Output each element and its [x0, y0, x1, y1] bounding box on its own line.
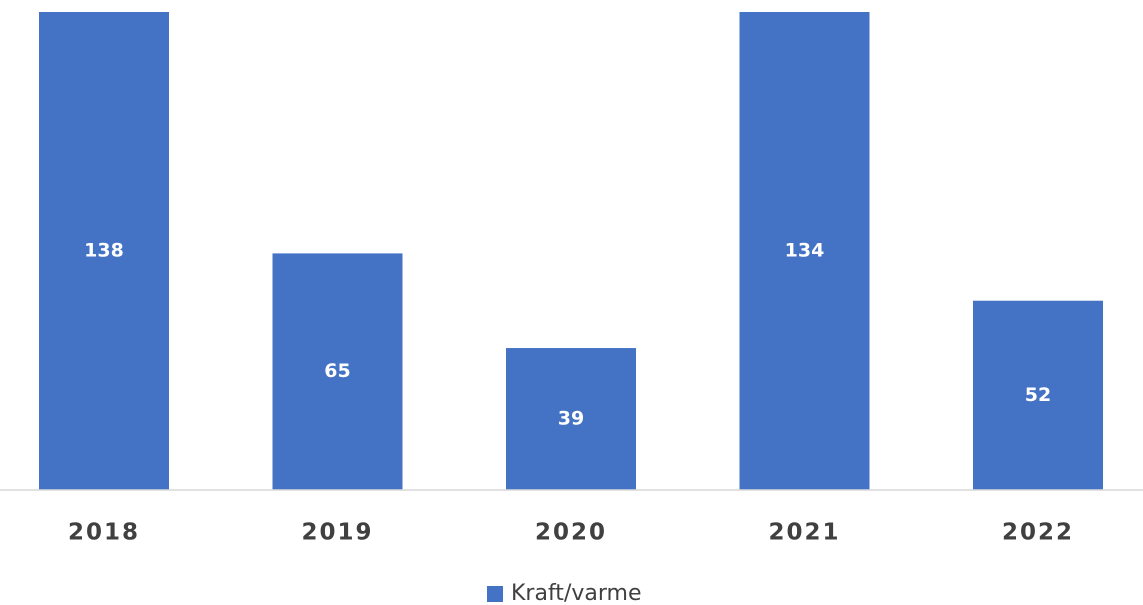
x-tick-label: 2021	[768, 520, 840, 546]
x-tick-label: 2018	[68, 520, 140, 546]
legend-label: Kraft/varme	[511, 581, 641, 605]
data-label: 138	[84, 240, 124, 262]
x-tick-label: 2019	[301, 520, 373, 546]
bar	[39, 12, 169, 490]
bar	[506, 348, 636, 490]
plot-area	[39, 12, 1103, 490]
data-label: 52	[1025, 384, 1051, 406]
data-label: 134	[785, 240, 825, 262]
data-label: 65	[324, 360, 350, 382]
legend-swatch	[487, 586, 503, 602]
x-tick-label: 2022	[1002, 520, 1074, 546]
bar	[973, 300, 1103, 490]
bar	[739, 12, 870, 490]
bar	[272, 253, 403, 490]
x-tick-label: 2020	[535, 520, 607, 546]
data-label: 39	[558, 408, 584, 430]
